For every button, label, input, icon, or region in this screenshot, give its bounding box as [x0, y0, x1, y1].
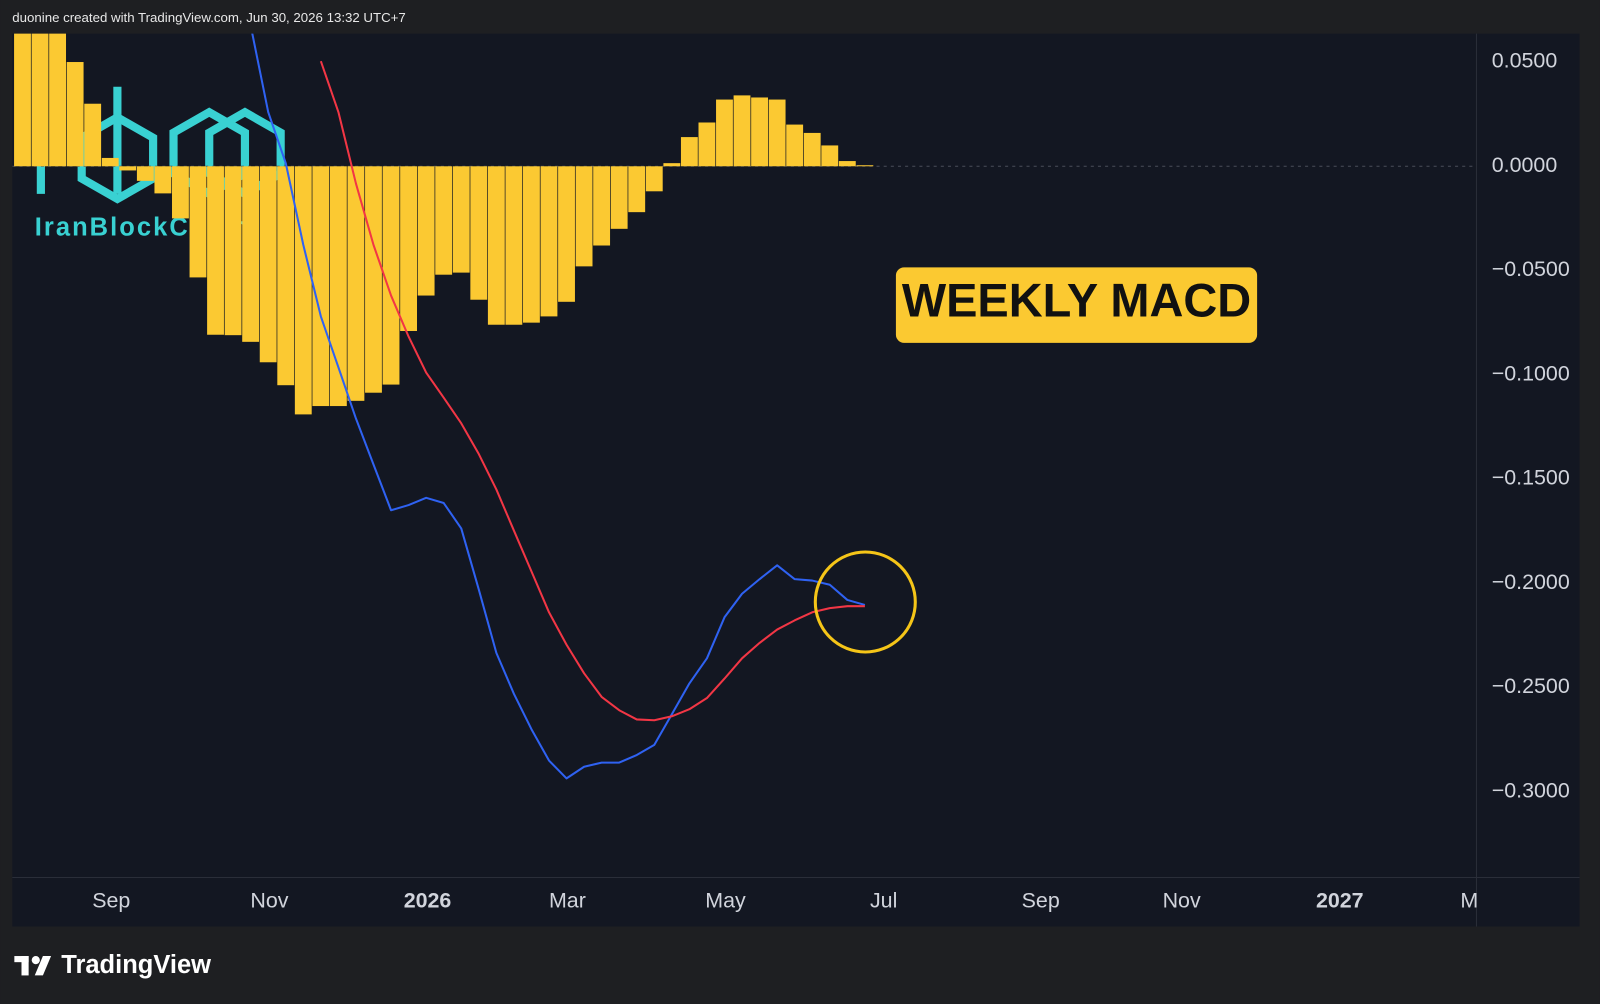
histogram-bar — [680, 137, 698, 167]
macd-line — [251, 33, 866, 780]
histogram-bar — [172, 166, 189, 219]
histogram-bar — [628, 166, 646, 213]
histogram-bar — [452, 166, 470, 273]
x-tick-label: 2026 — [404, 889, 452, 913]
histogram-bar — [716, 99, 733, 167]
header-text: duonine created with TradingView.com, Ju… — [12, 10, 405, 25]
histogram-bar — [575, 166, 593, 267]
histogram-bar — [821, 145, 839, 167]
histogram-bar — [698, 122, 716, 167]
histogram-bar — [189, 166, 207, 278]
histogram-bar — [663, 163, 681, 167]
histogram-bar — [417, 166, 435, 296]
logo-part — [31, 956, 40, 965]
histogram-bar — [66, 62, 84, 167]
histogram-bar — [224, 166, 242, 336]
histogram-bar — [154, 166, 172, 194]
x-tick-label: Nov — [250, 889, 288, 913]
histogram-bar — [49, 33, 67, 167]
histogram-bar — [400, 166, 418, 331]
histogram-bar — [435, 166, 453, 275]
histogram-bar — [470, 166, 488, 300]
histogram-bar — [277, 166, 295, 386]
y-tick-label: −0.1500 — [1492, 466, 1570, 490]
y-tick-label: 0.0500 — [1492, 49, 1558, 73]
histogram-bar — [838, 161, 856, 167]
logo-part — [21, 956, 29, 976]
y-tick-label: −0.0500 — [1492, 257, 1570, 281]
y-tick-label: −0.2500 — [1492, 674, 1570, 698]
plot-area — [12, 33, 1477, 780]
histogram-bar — [768, 99, 786, 167]
histogram-bar — [312, 166, 330, 407]
y-tick-label: −0.3000 — [1492, 778, 1570, 802]
histogram-bar — [119, 166, 137, 171]
x-tick-label: Sep — [1022, 889, 1060, 913]
histogram-bar — [347, 166, 365, 401]
histogram-bar — [136, 166, 154, 181]
histogram-bar — [14, 33, 31, 167]
histogram-bar — [803, 132, 821, 167]
histogram-bar — [751, 97, 768, 167]
histogram-bar — [733, 95, 751, 167]
histogram-bar — [505, 166, 523, 325]
footer-brand: TradingView — [61, 951, 211, 979]
footer-logo — [14, 956, 52, 976]
histogram-bar — [487, 166, 505, 325]
x-tick-label: M — [1460, 889, 1478, 913]
histogram-bar — [558, 166, 575, 302]
highlight-circle — [813, 550, 917, 654]
histogram-bar — [31, 33, 49, 167]
histogram-bar — [645, 166, 663, 192]
y-tick-label: −0.1000 — [1492, 361, 1570, 385]
x-tick-label: May — [705, 889, 746, 913]
logo-part — [34, 956, 52, 976]
x-tick-label: 2027 — [1316, 889, 1364, 913]
x-tick-label: Jul — [870, 889, 897, 913]
histogram-bar — [856, 165, 874, 167]
annotation-text: WEEKLY MACD — [902, 274, 1251, 326]
histogram-bar — [294, 166, 312, 415]
histogram-bar — [329, 166, 347, 407]
histogram-bar — [101, 157, 119, 167]
x-tick-label: Nov — [1163, 889, 1201, 913]
histogram-bar — [610, 166, 628, 229]
histogram-bar — [242, 166, 260, 342]
histogram-bar — [523, 166, 540, 323]
histogram-bar — [593, 166, 611, 246]
histogram-bar — [540, 166, 558, 317]
histogram-bar — [207, 166, 224, 335]
histogram-bar — [786, 124, 804, 167]
x-tick-label: Sep — [92, 889, 130, 913]
y-tick-label: 0.0000 — [1492, 153, 1558, 177]
histogram-bar — [259, 166, 277, 363]
histogram-bar — [84, 103, 102, 167]
macd-line — [319, 60, 865, 722]
x-tick-label: Mar — [549, 889, 586, 913]
histogram-bar — [382, 166, 400, 385]
y-tick-label: −0.2000 — [1492, 570, 1570, 594]
histogram-bar — [365, 166, 382, 393]
annotation-box — [895, 267, 1258, 343]
